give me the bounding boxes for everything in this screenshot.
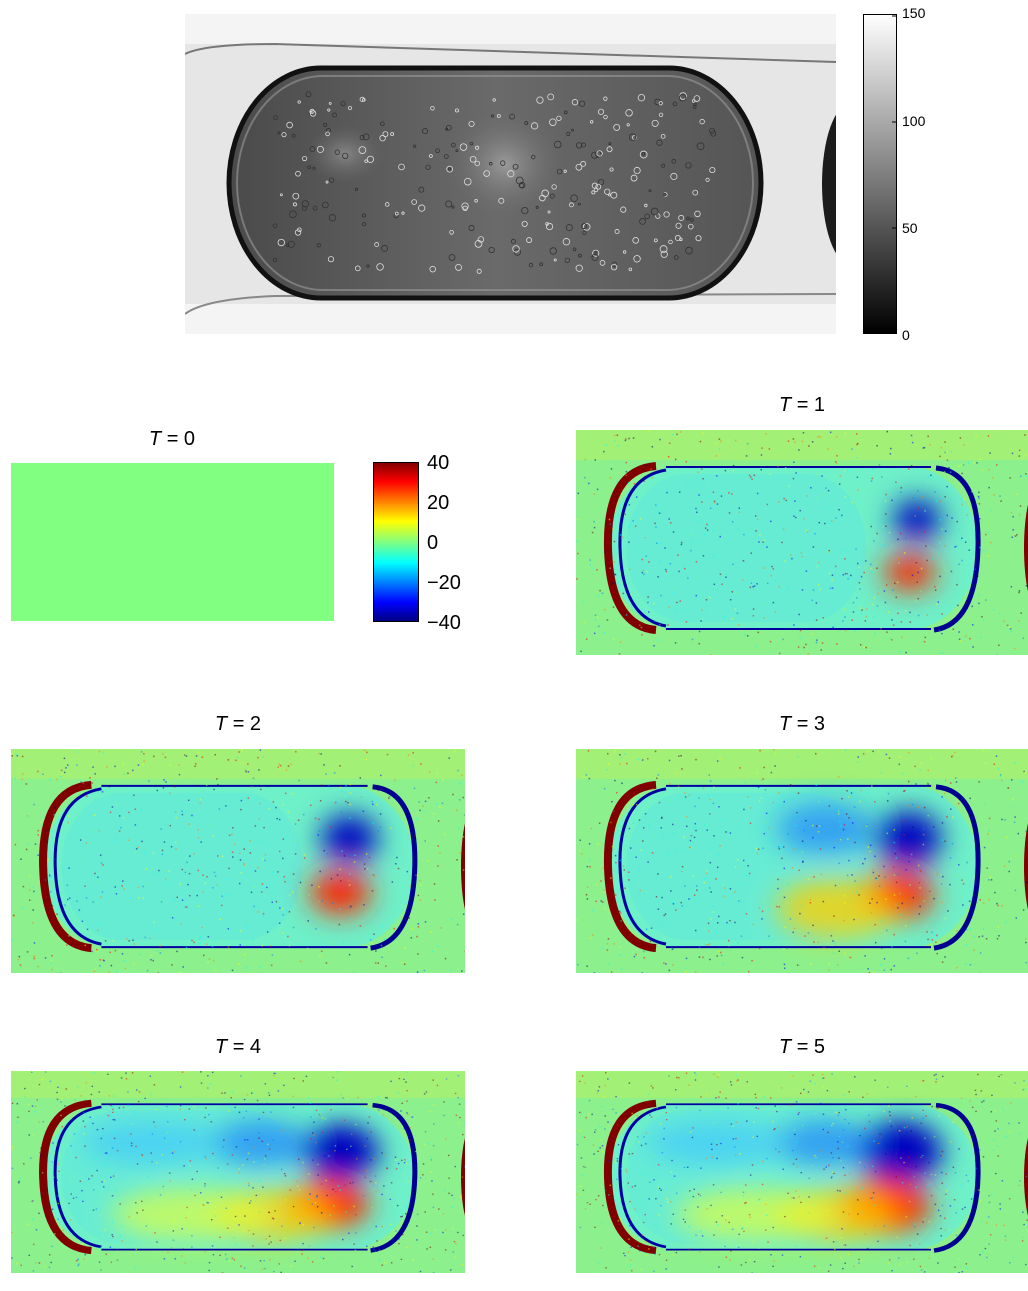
panel-t3-image bbox=[576, 749, 1028, 973]
bubbles bbox=[272, 91, 717, 274]
jet-tick-20: 20 bbox=[427, 492, 450, 514]
jet-tick-minus20: −20 bbox=[427, 572, 461, 594]
panel-title-t0: T = 0 bbox=[148, 428, 196, 450]
grayscale-colorbar bbox=[863, 14, 897, 334]
grayscale-tick-0: 0 bbox=[902, 327, 910, 343]
grayscale-photo bbox=[185, 14, 836, 334]
panel-t2-image bbox=[11, 749, 465, 973]
panel-title-t4: T = 4 bbox=[214, 1036, 262, 1058]
grayscale-tick-150: 150 bbox=[902, 5, 926, 21]
panel-t0-image bbox=[11, 463, 334, 621]
grayscale-tick-50: 50 bbox=[902, 220, 918, 236]
jet-tick-40: 40 bbox=[427, 452, 450, 474]
panel-t5-image bbox=[576, 1071, 1028, 1273]
panel-t4-image bbox=[11, 1071, 465, 1273]
jet-tick-0: 0 bbox=[427, 532, 439, 554]
panel-t1-image bbox=[576, 430, 1028, 655]
jet-colorbar bbox=[373, 462, 419, 622]
panel-title-t1: T = 1 bbox=[778, 394, 826, 416]
panel-title-t5: T = 5 bbox=[778, 1036, 826, 1058]
jet-tick-minus40: −40 bbox=[427, 612, 461, 634]
grayscale-tick-100: 100 bbox=[902, 113, 926, 129]
panel-title-t2: T = 2 bbox=[214, 713, 262, 735]
panel-title-t3: T = 3 bbox=[778, 713, 826, 735]
